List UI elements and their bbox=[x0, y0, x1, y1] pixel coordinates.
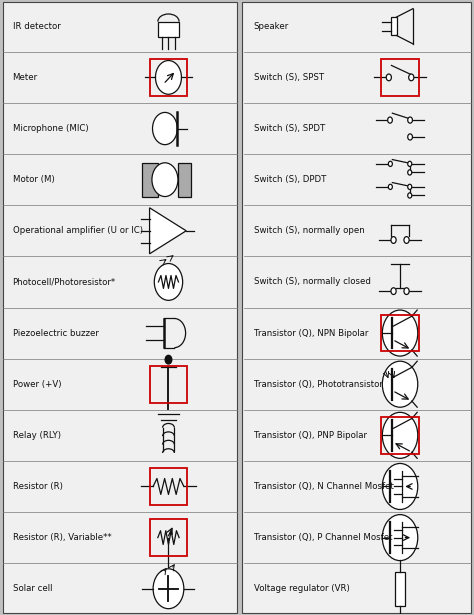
Bar bbox=[381, 59, 419, 96]
Text: Resistor (R), Variable**: Resistor (R), Variable** bbox=[12, 533, 111, 542]
Circle shape bbox=[409, 74, 414, 81]
Text: Power (+V): Power (+V) bbox=[12, 379, 61, 389]
Circle shape bbox=[388, 184, 392, 189]
Circle shape bbox=[391, 237, 396, 244]
Circle shape bbox=[153, 113, 177, 145]
Circle shape bbox=[152, 163, 178, 197]
Text: Microphone (MIC): Microphone (MIC) bbox=[12, 124, 88, 133]
Circle shape bbox=[383, 464, 418, 509]
Circle shape bbox=[391, 288, 396, 295]
Bar bbox=[381, 315, 419, 352]
Bar bbox=[150, 468, 187, 505]
Text: Switch (S), normally open: Switch (S), normally open bbox=[254, 226, 365, 236]
Bar bbox=[395, 572, 405, 606]
Text: Switch (S), SPDT: Switch (S), SPDT bbox=[254, 124, 325, 133]
Bar bbox=[178, 163, 191, 197]
Bar bbox=[150, 59, 187, 96]
Text: Operational amplifier (U or IC): Operational amplifier (U or IC) bbox=[12, 226, 143, 236]
Circle shape bbox=[408, 170, 412, 175]
Circle shape bbox=[408, 161, 412, 167]
Text: Transistor (Q), NPN Bipolar: Transistor (Q), NPN Bipolar bbox=[254, 328, 368, 338]
Text: Switch (S), normally closed: Switch (S), normally closed bbox=[254, 277, 370, 287]
Circle shape bbox=[386, 74, 392, 81]
Circle shape bbox=[404, 237, 409, 244]
Circle shape bbox=[383, 310, 418, 356]
Circle shape bbox=[153, 569, 184, 609]
Circle shape bbox=[408, 184, 412, 189]
Circle shape bbox=[383, 361, 418, 407]
Circle shape bbox=[155, 60, 182, 94]
Circle shape bbox=[383, 412, 418, 458]
Bar bbox=[381, 417, 419, 454]
Text: Transistor (Q), P Channel Mosfet: Transistor (Q), P Channel Mosfet bbox=[254, 533, 392, 542]
Circle shape bbox=[165, 355, 172, 364]
Text: Solar cell: Solar cell bbox=[12, 584, 52, 593]
Circle shape bbox=[388, 161, 392, 167]
Text: Transistor (Q), N Channel Mosfet: Transistor (Q), N Channel Mosfet bbox=[254, 482, 393, 491]
Circle shape bbox=[383, 515, 418, 561]
Bar bbox=[158, 22, 179, 37]
Bar bbox=[242, 2, 471, 613]
Text: Piezoelectric buzzer: Piezoelectric buzzer bbox=[12, 328, 99, 338]
Text: IR detector: IR detector bbox=[12, 22, 60, 31]
Text: Meter: Meter bbox=[12, 73, 37, 82]
Circle shape bbox=[408, 117, 412, 123]
Bar bbox=[3, 2, 237, 613]
Polygon shape bbox=[150, 208, 186, 254]
Text: Speaker: Speaker bbox=[254, 22, 289, 31]
Text: Photocell/Photoresistor*: Photocell/Photoresistor* bbox=[12, 277, 116, 287]
Text: Relay (RLY): Relay (RLY) bbox=[12, 431, 61, 440]
Text: Switch (S), SPST: Switch (S), SPST bbox=[254, 73, 324, 82]
Circle shape bbox=[408, 134, 412, 140]
Text: Voltage regulator (VR): Voltage regulator (VR) bbox=[254, 584, 349, 593]
Bar bbox=[143, 163, 158, 197]
Bar bbox=[150, 519, 187, 556]
Circle shape bbox=[404, 288, 409, 295]
Circle shape bbox=[155, 263, 182, 300]
Text: Transistor (Q), Phototransistor: Transistor (Q), Phototransistor bbox=[254, 379, 383, 389]
Text: Motor (M): Motor (M) bbox=[12, 175, 54, 184]
Text: Transistor (Q), PNP Bipolar: Transistor (Q), PNP Bipolar bbox=[254, 431, 366, 440]
Circle shape bbox=[408, 193, 412, 198]
Bar bbox=[391, 17, 397, 36]
Circle shape bbox=[388, 117, 392, 123]
Text: Switch (S), DPDT: Switch (S), DPDT bbox=[254, 175, 326, 184]
Text: Resistor (R): Resistor (R) bbox=[12, 482, 63, 491]
Bar bbox=[150, 366, 187, 403]
